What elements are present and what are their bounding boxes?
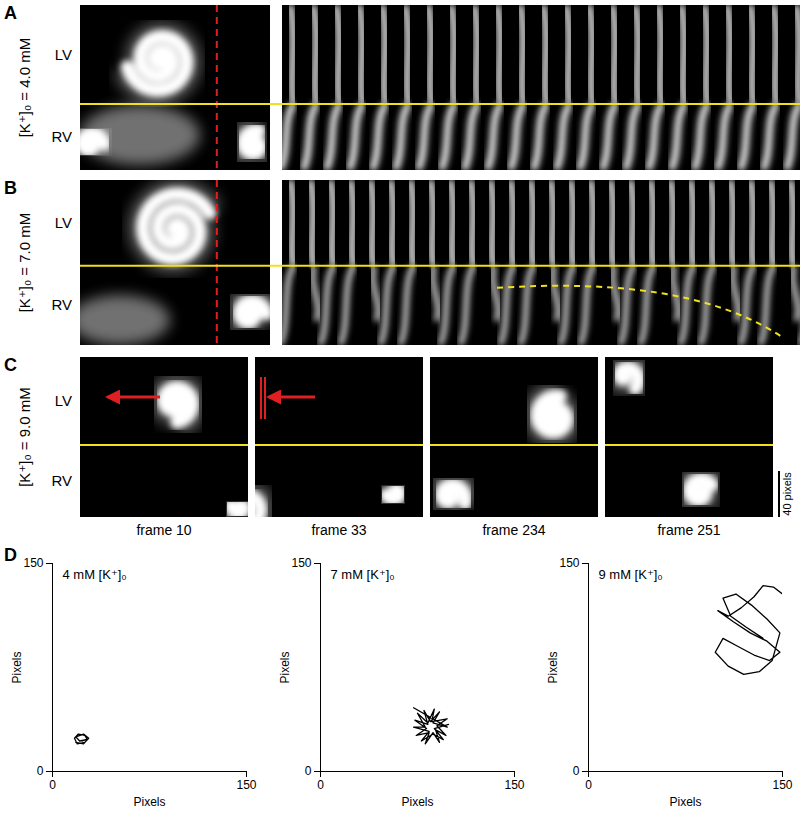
svg-text:7 mM [K⁺]₀: 7 mM [K⁺]₀: [331, 567, 395, 582]
svg-text:9 mM [K⁺]₀: 9 mM [K⁺]₀: [599, 567, 663, 582]
svg-text:RV: RV: [51, 472, 72, 489]
svg-text:40 pixels: 40 pixels: [781, 472, 793, 516]
svg-text:[K⁺]₀ = 4.0 mM: [K⁺]₀ = 4.0 mM: [16, 38, 33, 138]
svg-text:Pixels: Pixels: [546, 651, 560, 683]
svg-text:0: 0: [37, 764, 44, 778]
svg-text:0: 0: [305, 764, 312, 778]
svg-text:[K⁺]₀ = 9.0 mM: [K⁺]₀ = 9.0 mM: [16, 387, 33, 487]
svg-text:frame 251: frame 251: [657, 522, 720, 538]
svg-text:A: A: [4, 3, 17, 23]
svg-text:RV: RV: [51, 296, 72, 313]
svg-text:Pixels: Pixels: [10, 651, 24, 683]
svg-text:4 mM [K⁺]₀: 4 mM [K⁺]₀: [63, 567, 127, 582]
svg-text:frame 10: frame 10: [136, 522, 191, 538]
svg-text:150: 150: [504, 778, 524, 792]
svg-text:0: 0: [317, 778, 324, 792]
svg-text:Pixels: Pixels: [278, 651, 292, 683]
svg-text:150: 150: [772, 778, 792, 792]
svg-text:Pixels: Pixels: [669, 795, 701, 809]
svg-text:RV: RV: [51, 128, 72, 145]
svg-text:B: B: [4, 178, 17, 198]
svg-text:Pixels: Pixels: [401, 795, 433, 809]
svg-text:Pixels: Pixels: [133, 795, 165, 809]
svg-text:0: 0: [585, 778, 592, 792]
svg-text:150: 150: [236, 778, 256, 792]
svg-text:C: C: [4, 355, 17, 375]
svg-text:0: 0: [573, 764, 580, 778]
svg-text:0: 0: [49, 778, 56, 792]
svg-text:150: 150: [559, 556, 579, 570]
svg-text:[K⁺]₀ = 7.0 mM: [K⁺]₀ = 7.0 mM: [16, 213, 33, 313]
svg-text:frame 234: frame 234: [482, 522, 545, 538]
svg-text:LV: LV: [55, 214, 72, 231]
svg-text:LV: LV: [55, 46, 72, 63]
html-text:D: D: [4, 545, 17, 565]
svg-text:LV: LV: [55, 392, 72, 409]
svg-text:150: 150: [291, 556, 311, 570]
svg-text:150: 150: [23, 556, 43, 570]
svg-text:frame 33: frame 33: [311, 522, 366, 538]
